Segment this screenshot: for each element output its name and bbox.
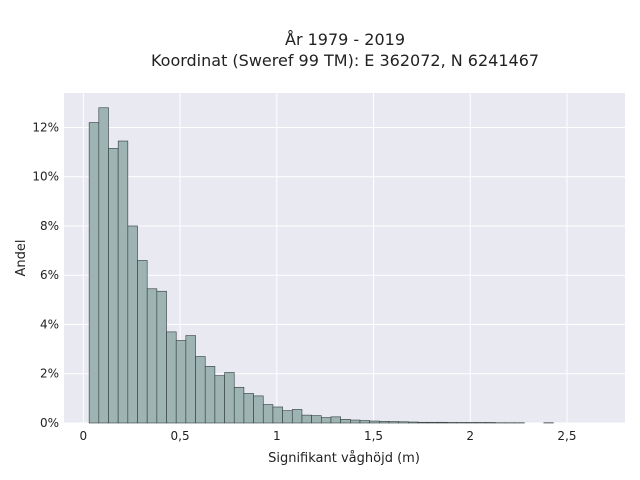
histogram-bar [137,260,148,424]
histogram-bar [233,386,245,424]
histogram-bar [214,375,225,424]
histogram-bar [127,225,138,424]
histogram-bar [350,419,361,424]
histogram-bar [253,395,264,424]
y-tick-label: 0% [40,416,59,430]
histogram-bar [146,288,158,424]
histogram-bar [117,140,129,424]
histogram-bar [379,420,390,424]
histogram-bar [98,107,109,424]
x-tick-label: 0 [80,429,88,443]
histogram-bar [88,122,100,424]
x-tick-label: 2,5 [557,429,576,443]
histogram-bar [301,414,312,424]
histogram-bar [156,290,167,424]
histogram-bar [282,410,293,424]
histogram-bar [408,421,419,424]
histogram-bar [427,421,438,424]
histogram-bar [320,417,332,424]
histogram-bar [166,331,177,424]
histogram-bar [108,148,119,424]
y-axis-ticks: 0% 2% 4% 6% 8% 10% 12% [32,120,59,430]
bars-layer [88,107,554,424]
histogram-bar [224,372,235,424]
histogram-bar [417,421,428,424]
x-tick-label: 0,5 [171,429,190,443]
histogram-bar [272,406,283,424]
x-tick-label: 1,5 [364,429,383,443]
histogram-bar [204,366,216,424]
y-tick-label: 2% [40,367,59,381]
histogram-bar [388,421,399,424]
histogram-bar [398,421,409,424]
histogram-bar [243,393,254,424]
x-axis-label: Signifikant våghöjd (m) [268,451,420,466]
histogram-bar [311,415,322,424]
y-tick-label: 4% [40,317,59,331]
histogram-bar [359,420,370,424]
y-tick-label: 10% [32,170,59,184]
histogram-bar [330,416,341,424]
chart-title-line-2: Koordinat (Sweref 99 TM): E 362072, N 62… [151,51,539,70]
histogram-bar [369,420,380,424]
x-axis-ticks: 0 0,5 1 1,5 2 2,5 [80,429,577,443]
y-tick-label: 12% [32,120,59,134]
histogram-bar [195,356,206,424]
x-tick-label: 1 [273,429,281,443]
y-tick-label: 8% [40,219,59,233]
histogram-bar [262,404,274,424]
histogram-bar [340,419,351,424]
histogram-bar [185,335,196,424]
x-tick-label: 2 [466,429,474,443]
y-tick-label: 6% [40,268,59,282]
histogram-bar [175,340,187,424]
histogram-bar [291,409,303,424]
histogram-bar [437,421,448,424]
chart-title-line-1: År 1979 - 2019 [285,30,405,49]
y-axis-label: Andel [14,240,29,277]
